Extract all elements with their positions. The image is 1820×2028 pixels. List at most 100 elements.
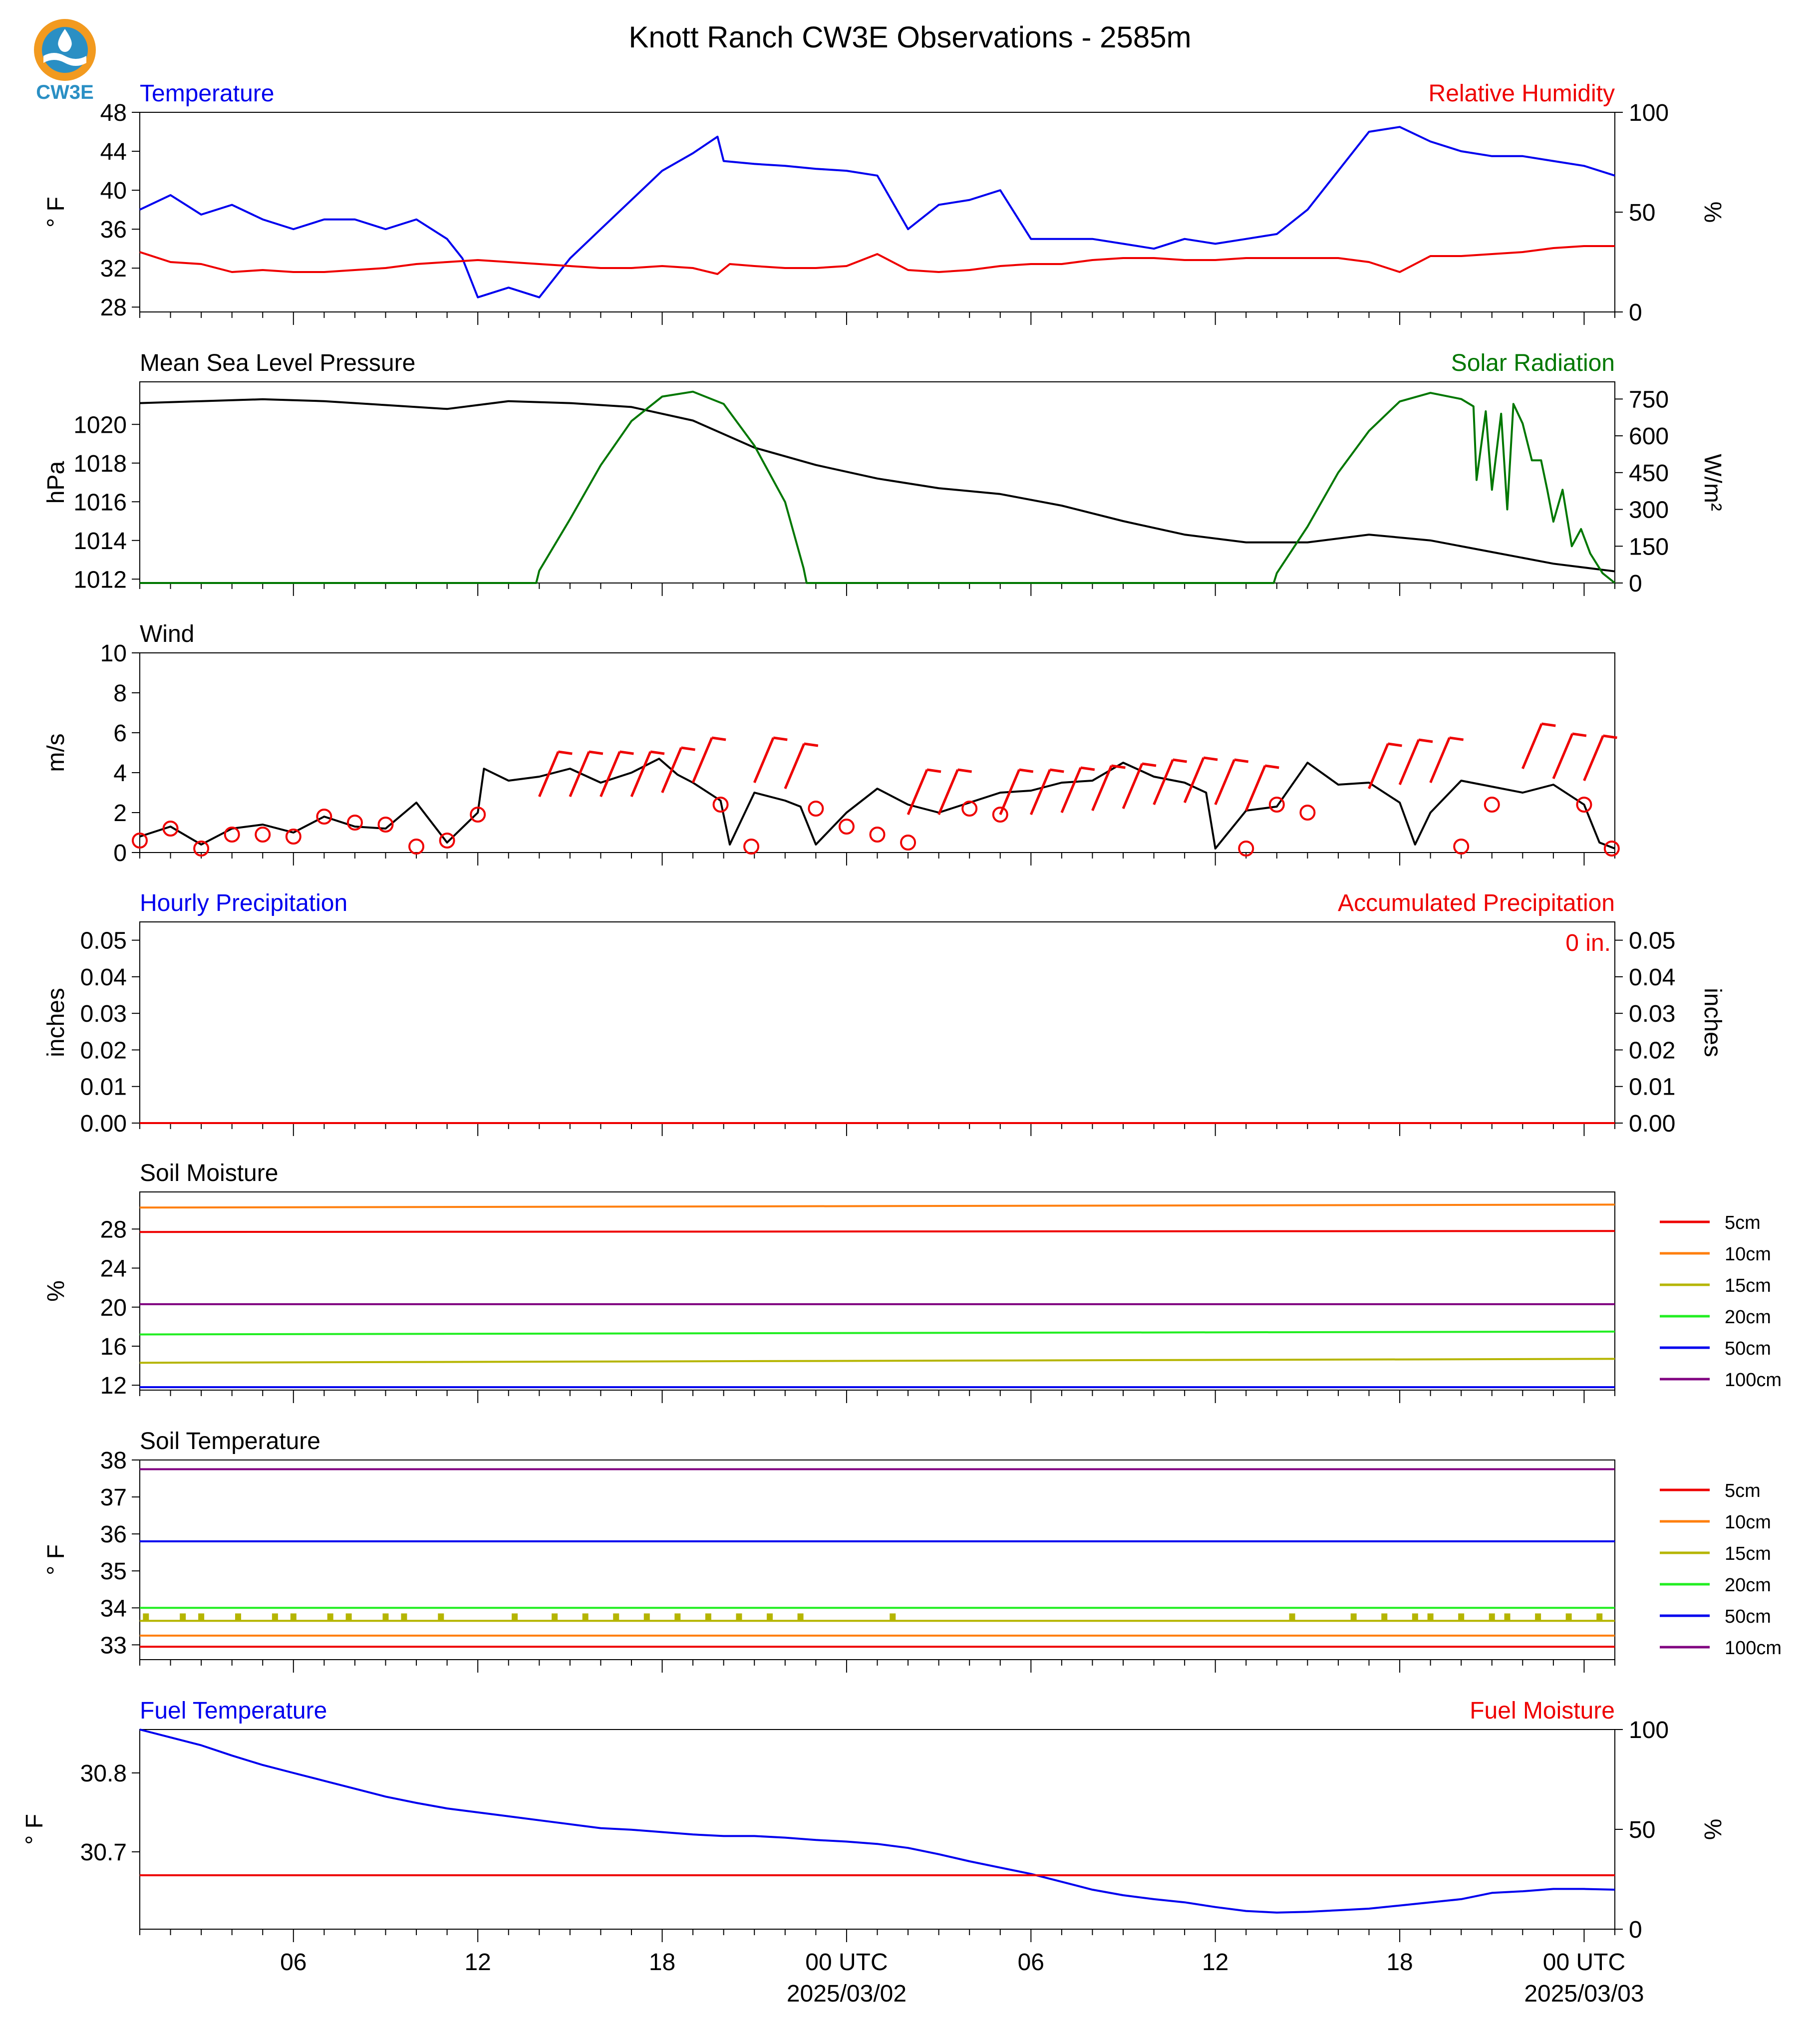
flicker-mark (552, 1613, 558, 1621)
y-tick-label: 1014 (73, 528, 127, 555)
y-axis-label-right: inches (1699, 988, 1726, 1057)
y-axis-label: % (43, 1280, 69, 1302)
panel-title-left: Temperature (140, 80, 274, 107)
y-tick-label-right: 50 (1629, 1817, 1655, 1843)
y-tick-label: 0.03 (80, 1001, 127, 1027)
panel-title-left: Soil Temperature (140, 1428, 320, 1454)
legend-label: 20cm (1725, 1307, 1771, 1328)
wind-barb-shaft (1091, 765, 1113, 811)
legend-label: 20cm (1725, 1575, 1771, 1596)
y-tick-label: 32 (100, 256, 127, 282)
flicker-mark (705, 1613, 711, 1621)
y-tick-label-right: 450 (1629, 460, 1669, 487)
wind-barb-shaft (1214, 759, 1235, 805)
wind-barb-flag (1603, 734, 1617, 739)
flicker-mark (582, 1613, 589, 1621)
calm-wind-circle (992, 807, 1008, 823)
wind-barb-flag (926, 768, 941, 773)
y-tick-label-right: 750 (1629, 386, 1669, 413)
y-tick-label: 24 (100, 1256, 127, 1282)
wind-barb-flag (711, 736, 726, 741)
legend-label: 5cm (1725, 1480, 1761, 1501)
panel-frame (139, 112, 1615, 312)
series-line-fuel-temperature (139, 1729, 1615, 1914)
calm-wind-circle (900, 835, 916, 851)
panel-title-right: Fuel Moisture (1470, 1698, 1615, 1724)
flicker-mark (1458, 1613, 1465, 1621)
legend-label: 100cm (1725, 1370, 1782, 1391)
panel-title-right: Accumulated Precipitation (1338, 890, 1615, 916)
flicker-mark (890, 1613, 896, 1621)
panel-frame (139, 1459, 1615, 1660)
y-tick-label: 6 (113, 720, 127, 747)
calm-wind-circle (743, 839, 760, 855)
series-line-15cm (139, 1358, 1615, 1364)
wind-barb-flag (1234, 758, 1249, 763)
wind-barb-shaft (1583, 735, 1604, 781)
page-title: Knott Ranch CW3E Observations - 2585m (628, 20, 1192, 54)
y-tick-label-right: 0.04 (1629, 964, 1675, 991)
flicker-mark (235, 1613, 241, 1621)
panel-title-left: Fuel Temperature (140, 1698, 327, 1724)
y-tick-label-right: 300 (1629, 497, 1669, 524)
panel-frame (139, 921, 1615, 1124)
flicker-mark (345, 1613, 352, 1621)
y-axis-label: hPa (43, 461, 69, 504)
y-tick-label: 44 (100, 139, 127, 165)
wind-barb-shaft (661, 747, 682, 793)
date-label: 2025/03/03 (1524, 1981, 1644, 2007)
flicker-mark (438, 1613, 444, 1621)
legend-label: 5cm (1725, 1212, 1761, 1233)
x-tick-label: 06 (280, 1949, 306, 1976)
series-line-relative-humidity (139, 245, 1615, 275)
flicker-mark (290, 1613, 297, 1621)
series-line-10cm (139, 1203, 1615, 1209)
wind-barb-shaft (1368, 743, 1389, 789)
panel-title-left: Wind (140, 621, 194, 647)
flicker-mark (1427, 1613, 1434, 1621)
calm-wind-circle (1603, 841, 1620, 857)
x-tick-label: 18 (649, 1949, 675, 1976)
wind-barb-flag (1111, 764, 1126, 769)
calm-wind-circle (408, 839, 425, 855)
calm-wind-circle (1576, 797, 1592, 813)
y-tick-label: 38 (100, 1448, 127, 1474)
panel-title-left: Mean Sea Level Pressure (140, 350, 415, 376)
flicker-mark (767, 1613, 773, 1621)
y-tick-label: 30.7 (80, 1839, 127, 1866)
wind-barb-shaft (1030, 769, 1051, 815)
y-tick-label: 0.04 (80, 964, 127, 991)
calm-wind-circle (316, 809, 332, 825)
panel-title-left: Hourly Precipitation (140, 890, 347, 916)
wind-barb-shaft (569, 751, 591, 797)
y-axis-label: ° F (21, 1814, 48, 1845)
y-tick-label: 1020 (73, 412, 127, 438)
wind-barb-shaft (1552, 733, 1574, 779)
wind-barb-shaft (907, 769, 928, 815)
y-tick-label: 20 (100, 1295, 127, 1321)
flicker-mark (1289, 1613, 1295, 1621)
y-tick-label: 40 (100, 178, 127, 204)
wind-barb-flag (589, 750, 604, 755)
y-tick-label: 2 (113, 800, 127, 827)
y-tick-label: 37 (100, 1484, 127, 1511)
y-tick-label-right: 0 (1629, 571, 1642, 597)
y-axis-label-right: % (1699, 1819, 1726, 1840)
y-axis-label: m/s (43, 733, 69, 772)
logo-drop-icon (58, 29, 72, 52)
y-tick-label: 36 (100, 217, 127, 243)
legend-label: 50cm (1725, 1606, 1771, 1627)
wind-barb-flag (619, 750, 634, 755)
legend-label: 10cm (1725, 1512, 1771, 1533)
wind-barb-flag (1541, 722, 1556, 727)
wind-barb-shaft (753, 737, 775, 783)
x-tick-label: 18 (1386, 1949, 1413, 1976)
flicker-mark (1350, 1613, 1357, 1621)
y-tick-label: 8 (113, 680, 127, 707)
flicker-mark (1489, 1613, 1495, 1621)
wind-barb-shaft (691, 737, 713, 783)
y-tick-label-right: 0.00 (1629, 1111, 1675, 1137)
panel-frame (139, 1729, 1615, 1930)
wind-barb-shaft (1521, 723, 1543, 769)
series-line-mean-sea-level-pressure (139, 398, 1615, 573)
